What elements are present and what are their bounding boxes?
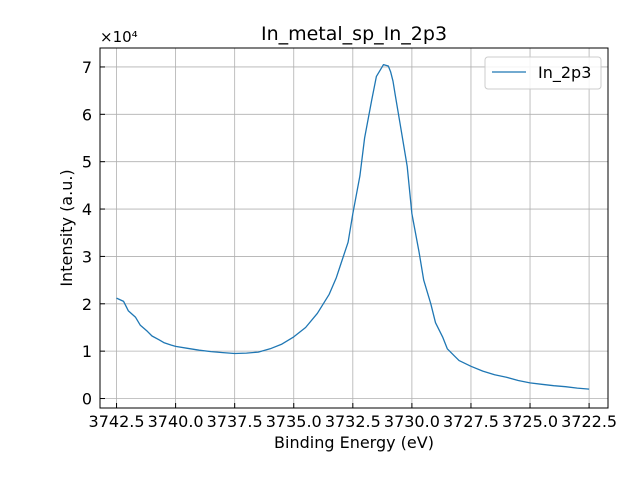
x-tick-label: 3737.5: [207, 412, 263, 431]
legend: In_2p3: [484, 56, 602, 90]
y-tick-label: 6: [82, 105, 92, 124]
x-tick-label: 3735.0: [266, 412, 322, 431]
y-tick-label: 0: [82, 390, 92, 409]
x-tick-label: 3740.0: [148, 412, 204, 431]
legend-box: [484, 56, 602, 90]
y-tick-label: 4: [82, 200, 92, 219]
y-axis-ticks: 0 1 2 3 4 5 6 7: [82, 58, 105, 409]
series-line-in-2p3: [116, 63, 590, 390]
series-layer: [116, 63, 590, 390]
x-tick-label: 3742.5: [89, 412, 145, 431]
y-tick-label: 5: [82, 153, 92, 172]
x-tick-label: 3725.0: [502, 412, 558, 431]
y-tick-label: 3: [82, 247, 92, 266]
plot-frame: [99, 47, 609, 409]
legend-entry-in-2p3: In_2p3: [538, 63, 591, 83]
chart-title: In_metal_sp_In_2p3: [261, 23, 447, 45]
y-tick-label: 1: [82, 342, 92, 361]
y-axis-offset-text: ×10⁴: [100, 28, 138, 46]
x-axis-ticks: 3742.5 3740.0 3737.5 3735.0 3732.5 3730.0 3727…: [89, 403, 617, 431]
x-tick-label: 3727.5: [443, 412, 499, 431]
x-tick-label: 3732.5: [325, 412, 381, 431]
x-axis-label: Binding Energy (eV): [274, 433, 434, 452]
x-tick-label: 3722.5: [561, 412, 617, 431]
x-tick-label: 3730.0: [384, 412, 440, 431]
y-tick-label: 7: [82, 58, 92, 77]
y-tick-label: 2: [82, 295, 92, 314]
y-axis-label: Intensity (a.u.): [57, 169, 76, 286]
